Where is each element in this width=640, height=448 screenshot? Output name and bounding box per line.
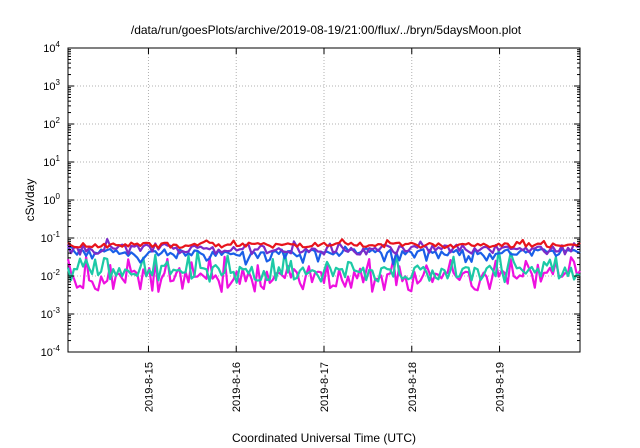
x-tick-label: 2019-8-15 (143, 362, 155, 412)
y-tick-label: 101 (43, 154, 60, 169)
y-tick-label: 10-4 (41, 344, 61, 359)
chart-title: /data/run/goesPlots/archive/2019-08-19/2… (131, 23, 522, 37)
grid (68, 48, 580, 352)
y-tick-label: 10-2 (41, 268, 61, 283)
y-tick-label: 102 (43, 116, 60, 131)
y-tick-label: 103 (43, 78, 60, 93)
series-line (66, 248, 581, 284)
series-group (66, 237, 581, 293)
y-axis-label: cSv/day (23, 179, 37, 222)
y-tick-label: 100 (43, 192, 60, 207)
x-tick-label: 2019-8-17 (319, 362, 331, 412)
y-tick-label: 104 (43, 40, 60, 55)
series-line (66, 255, 581, 293)
x-tick-label: 2019-8-19 (495, 362, 507, 412)
series-line (66, 237, 581, 256)
y-axis: 10-4 10-3 10-2 10-1 100 101 102 103 104 (41, 40, 580, 359)
x-tick-label: 2019-8-18 (407, 362, 419, 412)
series-line (67, 238, 581, 250)
y-tick-label: 10-3 (41, 306, 61, 321)
x-axis-label: Coordinated Universal Time (UTC) (232, 431, 416, 445)
x-tick-label: 2019-8-16 (231, 362, 243, 412)
x-axis: 2019-8-15 2019-8-16 2019-8-17 2019-8-18 2019… (143, 48, 507, 412)
y-tick-label: 10-1 (41, 230, 61, 245)
